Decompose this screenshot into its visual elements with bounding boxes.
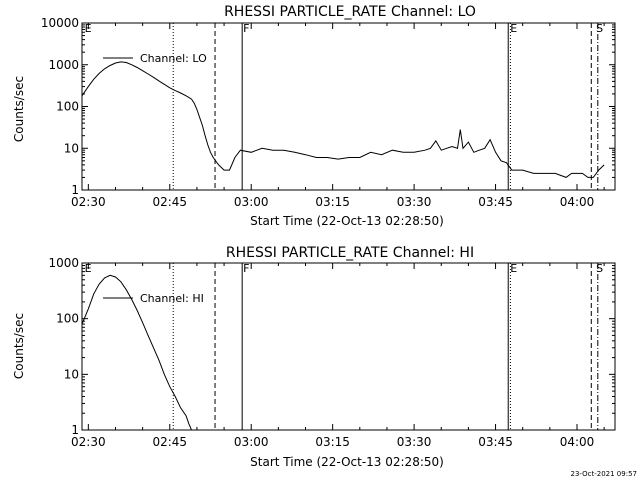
lo-y-tick-label: 100 (56, 100, 79, 114)
lo-x-tick-label: 03:45 (478, 195, 513, 209)
hi-x-tick-label: 03:30 (397, 435, 432, 449)
hi-event-label: F (243, 262, 249, 275)
lo-x-tick-label: 02:30 (71, 195, 106, 209)
lo-x-axis-label: Start Time (22-Oct-13 02:28:50) (250, 214, 444, 228)
hi-x-axis-label: Start Time (22-Oct-13 02:28:50) (250, 455, 444, 469)
hi-y-tick-label: 1000 (48, 256, 79, 270)
lo-plot-frame (81, 22, 616, 191)
lo-x-tick-label: 04:00 (560, 195, 595, 209)
lo-y-tick-label: 10 (64, 141, 79, 155)
lo-plot-title: RHESSI PARTICLE_RATE Channel: LO (224, 4, 476, 20)
hi-y-tick-label: 10 (64, 367, 79, 381)
generation-timestamp: 23-Oct-2021 09:57 (571, 470, 637, 478)
hi-plot-frame (81, 262, 616, 431)
hi-x-tick-label: 03:15 (315, 435, 350, 449)
lo-event-label: E (510, 22, 517, 35)
hi-event-label: S (596, 262, 603, 275)
lo-y-tick-label: 10000 (41, 16, 79, 30)
lo-x-tick-label: 02:45 (152, 195, 187, 209)
lo-y-axis-label: Counts/sec (12, 76, 26, 142)
lo-y-tick-label: 1 (71, 183, 79, 197)
hi-y-tick-label: 1 (71, 423, 79, 437)
hi-channel-plot: RHESSI PARTICLE_RATE Channel: HI Start T… (12, 245, 616, 469)
hi-event-label: E (85, 262, 92, 275)
hi-y-tick-label: 100 (56, 312, 79, 326)
lo-series-line (81, 61, 605, 178)
hi-x-tick-label: 02:30 (71, 435, 106, 449)
hi-x-tick-label: 03:45 (478, 435, 513, 449)
lo-channel-plot: RHESSI PARTICLE_RATE Channel: LO Start T… (12, 4, 616, 228)
lo-x-tick-label: 03:30 (397, 195, 432, 209)
hi-event-label: E (510, 262, 517, 275)
lo-x-tick-label: 03:00 (234, 195, 269, 209)
hi-x-tick-label: 03:00 (234, 435, 269, 449)
lo-x-tick-label: 03:15 (315, 195, 350, 209)
hi-legend: Channel: HI (103, 292, 204, 305)
hi-x-ticks: 02:30 02:45 03:00 03:15 03:30 03:45 04:00 (71, 263, 605, 449)
hi-y-axis-label: Counts/sec (12, 313, 26, 379)
hi-x-tick-label: 02:45 (152, 435, 187, 449)
hi-y-ticks: 1 10 100 1000 (48, 256, 615, 437)
hi-x-tick-label: 04:00 (560, 435, 595, 449)
hi-plot-title: RHESSI PARTICLE_RATE Channel: HI (226, 245, 474, 261)
lo-y-tick-label: 1000 (48, 58, 79, 72)
lo-event-label: F (243, 22, 249, 35)
lo-legend: Channel: LO (103, 52, 207, 65)
lo-event-label: S (596, 22, 603, 35)
hi-series-line (81, 274, 192, 431)
lo-event-label: E (85, 22, 92, 35)
lo-x-ticks: 02:30 02:45 03:00 03:15 03:30 03:45 04:00 (71, 23, 605, 209)
lo-legend-label: Channel: LO (140, 52, 207, 65)
lo-y-ticks: 1 10 100 1000 10000 (41, 16, 615, 197)
hi-legend-label: Channel: HI (140, 292, 204, 305)
